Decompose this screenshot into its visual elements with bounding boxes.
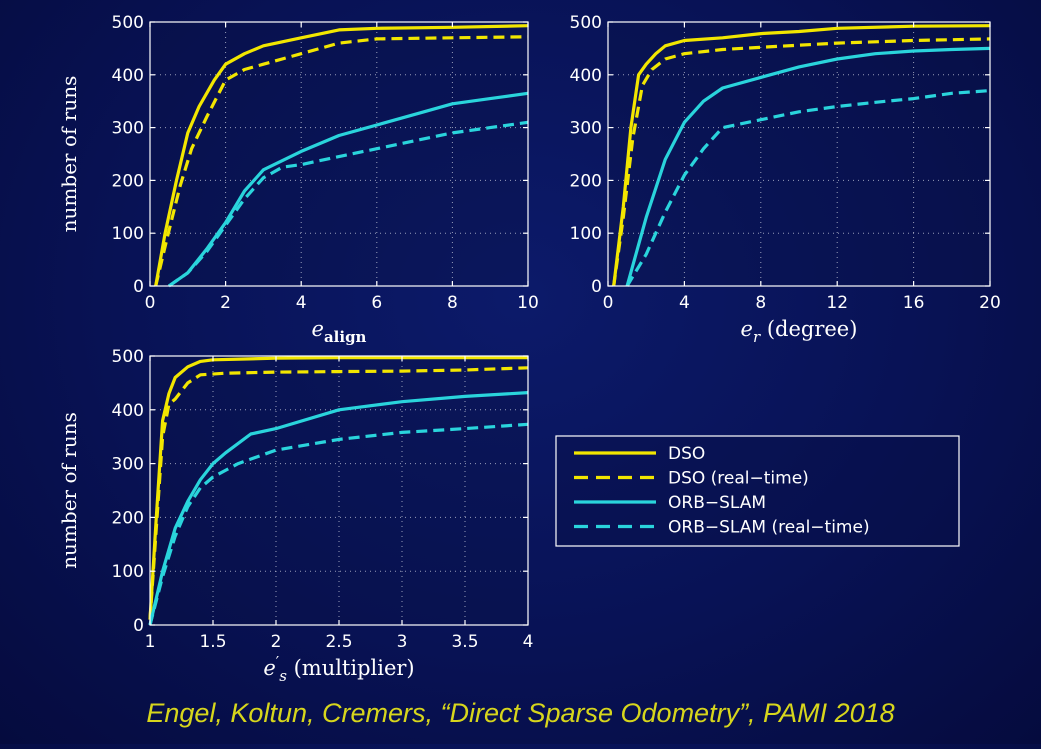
- citation-text: Engel, Koltun, Cremers, “Direct Sparse O…: [146, 698, 895, 728]
- legend-item-dso: DSO: [574, 444, 705, 464]
- y-tick-label: 400: [570, 66, 602, 86]
- y-tick-label: 400: [112, 401, 144, 421]
- x-tick-label: 1.5: [199, 632, 226, 652]
- series-line-dso: [612, 24, 991, 287]
- y-tick-label: 500: [112, 347, 144, 367]
- series-line-orb-slam-real-time: [625, 89, 991, 287]
- y-tick-label: 0: [133, 277, 144, 297]
- y-tick-label: 300: [112, 119, 144, 139]
- series-line-dso-real-time: [612, 37, 991, 287]
- series-line-dso-real-time: [148, 366, 529, 620]
- y-tick-label: 200: [570, 171, 602, 191]
- x-tick-label: 8: [447, 293, 458, 313]
- y-tick-label: 200: [112, 508, 144, 528]
- y-tick-label: 100: [570, 224, 602, 244]
- x-axis-label: ealign: [312, 317, 367, 346]
- y-axis-label: number of runs: [57, 412, 81, 569]
- legend-item-orb-slam-real-time: ORB−SLAM (real−time): [574, 518, 870, 538]
- y-axis-label: number of runs: [57, 76, 81, 233]
- x-tick-label: 3: [397, 632, 408, 652]
- x-tick-label: 4: [679, 293, 690, 313]
- legend-label: DSO (real−time): [668, 469, 809, 489]
- x-tick-label: 4: [523, 632, 534, 652]
- plot-3: 1 1.5 2 2.5 3 3.5 4 0 100 200 300 400 500 number of r…: [57, 347, 533, 685]
- x-tick-label: 8: [755, 293, 766, 313]
- x-tick-label: 16: [903, 293, 925, 313]
- x-tick-label: 12: [826, 293, 848, 313]
- y-tick-label: 100: [112, 224, 144, 244]
- y-tick-label: 0: [591, 277, 602, 297]
- series-line-dso: [154, 24, 529, 287]
- y-tick-label: 300: [112, 455, 144, 475]
- series-line-orb-slam-real-time: [167, 120, 529, 288]
- x-tick-label: 6: [371, 293, 382, 313]
- x-tick-label: 4: [296, 293, 307, 313]
- series-line-dso: [148, 356, 528, 620]
- series-line-orb-slam: [625, 46, 991, 287]
- x-tick-label: 2: [220, 293, 231, 313]
- series-line-orb-slam-real-time: [148, 422, 529, 626]
- legend-item-dso-real-time: DSO (real−time): [574, 469, 809, 489]
- legend-label: ORB−SLAM (real−time): [668, 518, 870, 538]
- x-tick-label: 1: [145, 632, 156, 652]
- x-tick-label: 20: [979, 293, 1001, 313]
- plot-area: [150, 356, 528, 625]
- series-line-orb-slam: [148, 391, 529, 626]
- x-axis-label: e′s (multiplier): [263, 653, 414, 685]
- y-tick-label: 500: [112, 13, 144, 33]
- x-tick-label: 3.5: [451, 632, 478, 652]
- y-tick-label: 500: [570, 13, 602, 33]
- series-line-dso-real-time: [154, 35, 529, 287]
- axes-frame: [607, 21, 991, 287]
- x-tick-label: 0: [145, 293, 156, 313]
- legend-label: ORB−SLAM: [668, 493, 766, 513]
- y-tick-label: 400: [112, 66, 144, 86]
- x-axis-label: er (degree): [741, 317, 858, 346]
- y-tick-label: 300: [570, 119, 602, 139]
- axes-frame: [149, 21, 529, 287]
- x-tick-label: 0: [603, 293, 614, 313]
- legend-label: DSO: [668, 444, 705, 464]
- plot-area: [608, 22, 990, 286]
- y-tick-label: 100: [112, 562, 144, 582]
- x-tick-label: 10: [517, 293, 539, 313]
- y-tick-label: 0: [133, 616, 144, 636]
- y-tick-label: 200: [112, 171, 144, 191]
- x-tick-label: 2.5: [325, 632, 352, 652]
- x-tick-label: 2: [271, 632, 282, 652]
- legend-item-orb-slam: ORB−SLAM: [574, 493, 766, 513]
